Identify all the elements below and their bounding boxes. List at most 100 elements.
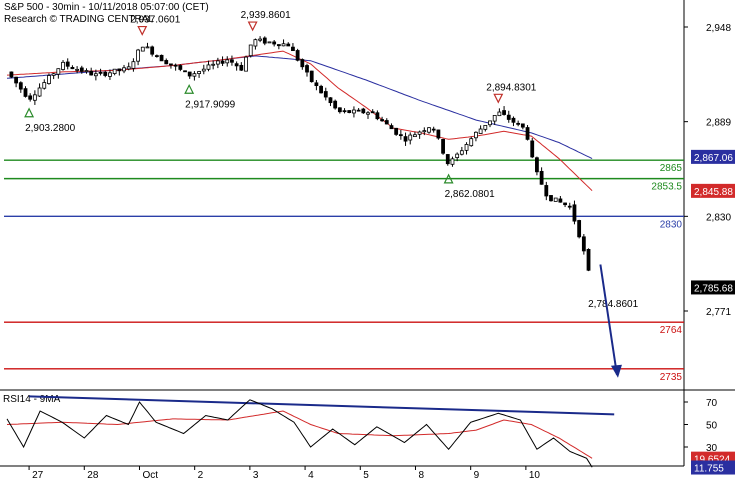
candle-body-96 <box>459 150 464 155</box>
candle-body-71 <box>342 110 347 113</box>
time-tick-label-5: 4 <box>308 470 314 480</box>
trough-marker-2 <box>184 83 195 94</box>
candle-body-0 <box>9 71 14 78</box>
price-badge-0-text: 2,867.06 <box>694 153 733 164</box>
candle-body-54 <box>262 37 267 44</box>
candle-body-118 <box>563 202 567 206</box>
candle-body-39 <box>192 73 197 77</box>
candle-body-68 <box>328 97 333 104</box>
time-tick-label-6: 5 <box>363 470 369 480</box>
candle-body-52 <box>253 39 258 47</box>
candle-body-105 <box>502 110 506 115</box>
candle-body-90 <box>431 128 436 131</box>
candle-body-108 <box>516 122 521 125</box>
level-label-2853.5: 2853.5 <box>651 182 682 193</box>
fast-ma-line <box>6 50 593 192</box>
candle-body-18 <box>93 73 98 77</box>
time-tick-label-1: 28 <box>87 470 99 480</box>
level-label-2764: 2764 <box>660 325 683 336</box>
candle-body-1 <box>14 76 19 84</box>
candle-body-23 <box>117 68 122 72</box>
candle-body-103 <box>492 115 497 122</box>
candle-body-74 <box>356 109 361 112</box>
candle-body-42 <box>206 64 211 70</box>
candle-body-41 <box>201 68 206 72</box>
candle-body-45 <box>220 60 225 64</box>
candle-body-80 <box>384 120 389 125</box>
trough-label-4: 2,862.0801 <box>445 189 495 200</box>
candle-body-36 <box>178 65 183 70</box>
candle-body-114 <box>544 185 549 197</box>
candle-body-25 <box>126 66 131 70</box>
candle-body-10 <box>56 68 61 75</box>
candle-body-63 <box>305 65 309 73</box>
trough-label-0: 2,903.2800 <box>25 123 75 134</box>
candle-body-40 <box>197 71 201 74</box>
candle-body-65 <box>314 82 319 87</box>
candle-body-56 <box>272 41 277 45</box>
candle-body-101 <box>483 125 488 130</box>
trough-marker-4 <box>443 173 454 184</box>
last-price-badge-box <box>691 280 735 295</box>
candle-body-51 <box>248 44 253 57</box>
price-annotations: 2,903.2800 2,937.0601 2,917.9099 2,939.8601… <box>24 10 639 378</box>
candle-body-106 <box>506 114 511 120</box>
candle-body-32 <box>159 54 164 62</box>
candle-body-50 <box>244 56 248 72</box>
candle-body-4 <box>28 95 33 100</box>
rsi-tick-label-2: 30 <box>706 443 718 454</box>
rsi-badge-1-text: 11.755 <box>694 464 724 475</box>
candle-body-47 <box>230 59 234 63</box>
candle-body-112 <box>535 157 539 173</box>
candle-body-20 <box>103 71 108 76</box>
candle-body-44 <box>215 60 220 65</box>
projection-arrow-line <box>599 264 618 375</box>
candle-body-69 <box>333 100 338 109</box>
candle-body-14 <box>75 68 80 71</box>
candle-body-72 <box>347 110 352 113</box>
candle-body-99 <box>474 131 478 139</box>
candle-body-95 <box>455 153 460 159</box>
trough-marker-0 <box>24 107 35 118</box>
peak-label-3: 2,939.8601 <box>241 10 291 21</box>
candle-body-35 <box>173 64 178 67</box>
candle-body-76 <box>366 112 370 115</box>
candle-body-121 <box>577 220 582 238</box>
rsi-badge-0-text: 19.6524 <box>694 455 731 466</box>
price-badge-1-box <box>691 183 735 198</box>
candle-body-22 <box>112 68 117 74</box>
candle-body-48 <box>234 63 239 67</box>
time-tick-label-3: 2 <box>198 470 204 480</box>
time-tick-label-0: 27 <box>32 470 44 480</box>
rsi-badge-1-box <box>691 460 735 475</box>
candles <box>9 36 591 272</box>
candle-body-82 <box>394 127 399 135</box>
candle-body-57 <box>276 44 281 47</box>
trough-label-2: 2,917.9099 <box>185 99 235 110</box>
candle-body-120 <box>572 204 577 222</box>
candle-body-84 <box>403 136 408 142</box>
candle-body-16 <box>84 70 89 72</box>
candle-body-91 <box>436 129 441 139</box>
candle-body-107 <box>511 117 516 123</box>
time-tick-label-9: 10 <box>529 470 541 480</box>
level-label-2830: 2830 <box>660 219 683 230</box>
time-axis: 27 28 Oct 2 3 4 5 8 9 10 <box>28 466 541 480</box>
price-axis: 2,948 2,889 2,830 2,771 2,867.06 2,845.88 2,78… <box>684 23 735 318</box>
candle-body-46 <box>225 59 230 64</box>
candle-body-30 <box>150 46 155 55</box>
candle-body-94 <box>450 158 455 165</box>
peak-label-1: 2,937.0601 <box>130 15 180 26</box>
candle-body-111 <box>530 140 535 158</box>
candle-body-70 <box>337 107 342 113</box>
last-price-badge-text: 2,785.68 <box>694 283 733 294</box>
candle-body-28 <box>140 46 145 52</box>
rsi-ma-line <box>6 410 593 459</box>
candle-body-34 <box>169 63 173 66</box>
candle-body-61 <box>295 50 300 61</box>
candle-body-2 <box>18 82 23 90</box>
candle-body-8 <box>47 75 51 84</box>
candle-body-93 <box>445 154 450 165</box>
candle-body-27 <box>136 49 141 62</box>
